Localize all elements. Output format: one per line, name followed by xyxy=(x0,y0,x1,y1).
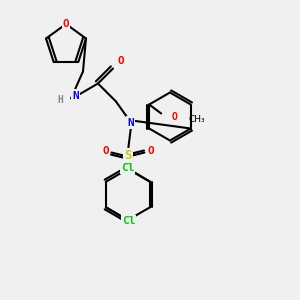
Text: N: N xyxy=(128,118,134,128)
Text: Cl: Cl xyxy=(122,216,135,226)
Text: CH₃: CH₃ xyxy=(188,115,205,124)
Text: O: O xyxy=(63,19,69,29)
Text: O: O xyxy=(102,146,109,156)
Text: H: H xyxy=(58,95,63,105)
Text: O: O xyxy=(172,112,178,122)
Text: O: O xyxy=(117,56,124,66)
Text: S: S xyxy=(124,149,132,162)
Text: N: N xyxy=(72,91,79,100)
Text: Cl: Cl xyxy=(121,163,134,173)
Text: O: O xyxy=(147,146,154,156)
